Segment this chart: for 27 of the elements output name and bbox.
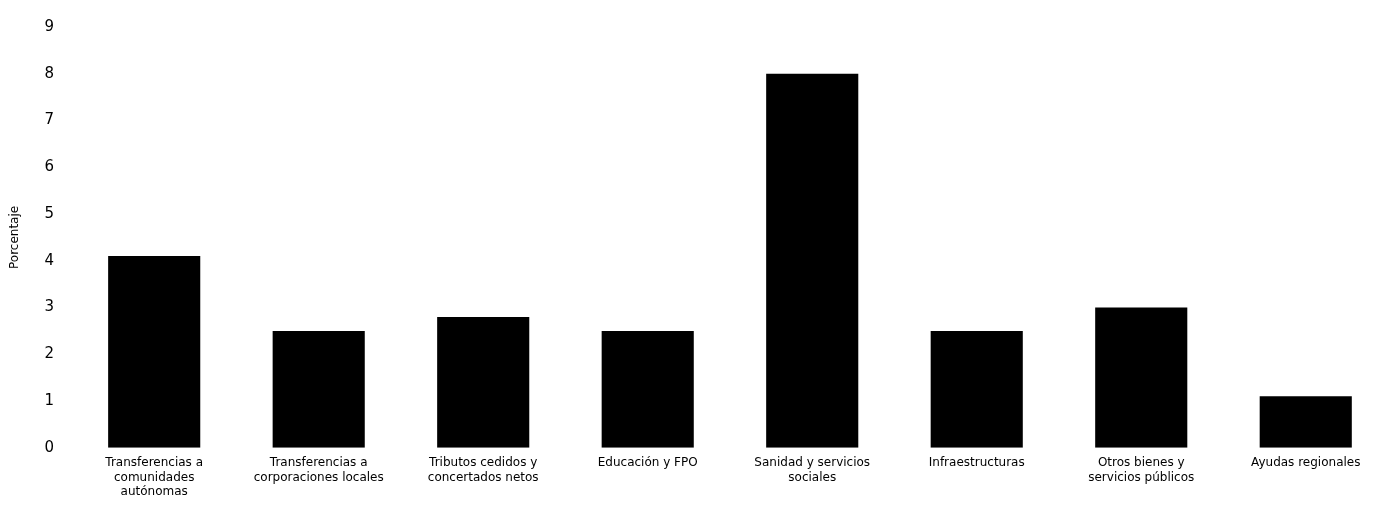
- bar: [766, 73, 859, 448]
- x-tick-label: Educación y FPO: [597, 455, 698, 470]
- y-tick-label: 3: [44, 297, 54, 316]
- bar: [1095, 307, 1188, 448]
- y-tick-label: 4: [44, 250, 54, 269]
- y-tick-label: 7: [44, 110, 54, 129]
- y-tick-label: 1: [44, 390, 54, 409]
- y-tick-label: 6: [44, 157, 54, 176]
- x-tick-label: Transferencias a corporaciones locales: [253, 455, 384, 484]
- x-tick-label: Ayudas regionales: [1251, 455, 1361, 470]
- x-tick-label: Transferencias a comunidades autónomas: [104, 455, 204, 498]
- bar: [601, 330, 694, 448]
- y-tick-label: 5: [44, 203, 54, 222]
- y-tick-label: 8: [44, 63, 54, 82]
- y-tick-label: 9: [44, 16, 54, 35]
- x-tick-label: Infraestructuras: [928, 455, 1025, 470]
- y-tick-label: 2: [44, 344, 54, 363]
- y-tick-label: 0: [44, 437, 54, 456]
- bar: [272, 330, 365, 448]
- x-tick-label: Sanidad y servicios sociales: [754, 455, 871, 484]
- y-axis-title: Porcentaje: [7, 205, 22, 269]
- x-tick-label: Tributos cedidos y concertados netos: [427, 455, 539, 484]
- bar: [108, 256, 201, 448]
- bar: [930, 330, 1023, 448]
- x-tick-label: Otros bienes y servicios públicos: [1088, 455, 1195, 484]
- bar: [1259, 396, 1352, 448]
- bar: [437, 316, 530, 448]
